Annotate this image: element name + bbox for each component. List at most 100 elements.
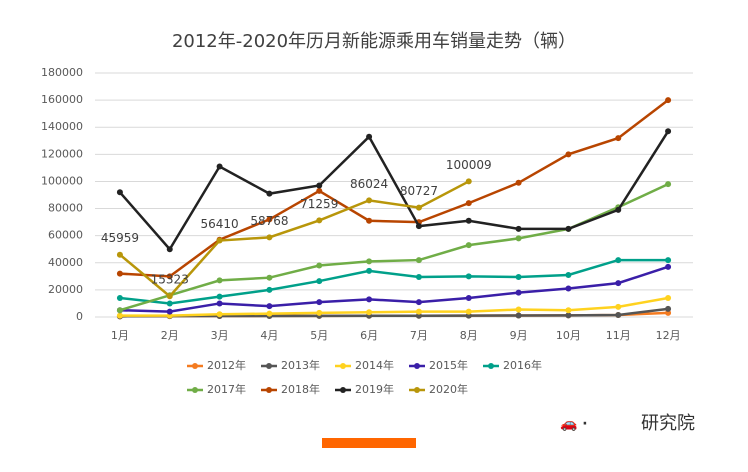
point xyxy=(515,289,522,296)
point xyxy=(465,217,472,224)
point xyxy=(415,204,422,211)
point xyxy=(615,303,622,310)
point xyxy=(615,280,622,287)
legend-dot xyxy=(414,387,420,393)
point xyxy=(615,135,622,142)
legend-label: 2014年 xyxy=(355,358,394,372)
x-tick-label: 9月 xyxy=(510,329,528,342)
point xyxy=(266,303,273,310)
point xyxy=(515,274,522,281)
legend-label: 2020年 xyxy=(429,382,468,396)
point xyxy=(565,307,572,314)
point xyxy=(515,312,522,319)
point xyxy=(665,295,672,302)
y-tick-label: 160000 xyxy=(41,93,83,106)
series-line xyxy=(119,265,669,313)
y-tick-label: 80000 xyxy=(48,202,83,215)
y-tick-label: 0 xyxy=(76,310,83,323)
point xyxy=(515,306,522,313)
point xyxy=(366,309,373,316)
point xyxy=(665,263,672,270)
point xyxy=(665,181,672,188)
point xyxy=(465,200,472,207)
point xyxy=(266,286,273,293)
x-tick-label: 7月 xyxy=(410,329,428,342)
point xyxy=(366,267,373,274)
legend-dot xyxy=(266,387,272,393)
legend-dot xyxy=(192,387,198,393)
legend-dot xyxy=(340,387,346,393)
y-tick-label: 140000 xyxy=(41,120,83,133)
point xyxy=(465,295,472,302)
legend-label: 2018年 xyxy=(281,382,320,396)
point xyxy=(465,178,472,185)
point xyxy=(266,310,273,317)
value-label: 71259 xyxy=(300,197,338,211)
series-line xyxy=(119,99,669,278)
point xyxy=(366,258,373,265)
value-label: 80727 xyxy=(400,184,438,198)
point xyxy=(415,312,422,319)
point xyxy=(216,300,223,307)
x-tick-label: 4月 xyxy=(260,329,278,342)
legend-label: 2017年 xyxy=(207,382,246,396)
value-label: 45959 xyxy=(101,231,139,245)
point xyxy=(515,179,522,186)
value-label: 86024 xyxy=(350,177,388,191)
point xyxy=(366,296,373,303)
value-label: 100009 xyxy=(446,158,492,172)
legend-dot xyxy=(266,363,272,369)
point xyxy=(565,312,572,319)
legend-label: 2016年 xyxy=(503,358,542,372)
point xyxy=(565,285,572,292)
point xyxy=(316,309,323,316)
legend-label: 2013年 xyxy=(281,358,320,372)
legend-dot xyxy=(414,363,420,369)
point xyxy=(415,257,422,264)
footer-bar xyxy=(322,438,416,448)
point xyxy=(266,190,273,197)
point xyxy=(665,305,672,312)
point xyxy=(316,278,323,285)
point xyxy=(316,187,323,194)
x-tick-label: 6月 xyxy=(360,329,378,342)
legend-dot xyxy=(192,363,198,369)
y-tick-label: 60000 xyxy=(48,229,83,242)
point xyxy=(565,271,572,278)
point xyxy=(316,182,323,189)
point xyxy=(166,300,173,307)
point xyxy=(366,133,373,140)
series-line xyxy=(119,258,669,305)
point xyxy=(266,274,273,281)
point xyxy=(166,246,173,253)
series-line xyxy=(119,296,669,317)
series-line xyxy=(118,130,670,252)
point xyxy=(116,270,123,277)
point xyxy=(465,308,472,315)
brand: 研究院 xyxy=(641,413,695,434)
legend-dot xyxy=(340,363,346,369)
point xyxy=(116,251,123,258)
x-tick-label: 8月 xyxy=(460,329,478,342)
point xyxy=(465,242,472,249)
point xyxy=(116,189,123,196)
point xyxy=(415,299,422,306)
point xyxy=(415,274,422,281)
point xyxy=(116,307,123,314)
series-line xyxy=(119,180,470,298)
point xyxy=(166,293,173,300)
x-tick-label: 1月 xyxy=(111,329,129,342)
logo-mark: 🚗 · xyxy=(560,416,588,432)
point xyxy=(615,257,622,264)
x-tick-label: 10月 xyxy=(556,329,581,342)
point xyxy=(515,225,522,232)
point xyxy=(216,237,223,244)
point xyxy=(216,163,223,170)
point xyxy=(465,273,472,280)
point xyxy=(216,293,223,300)
point xyxy=(415,223,422,230)
x-tick-label: 12月 xyxy=(656,329,681,342)
point xyxy=(366,197,373,204)
point xyxy=(565,225,572,232)
